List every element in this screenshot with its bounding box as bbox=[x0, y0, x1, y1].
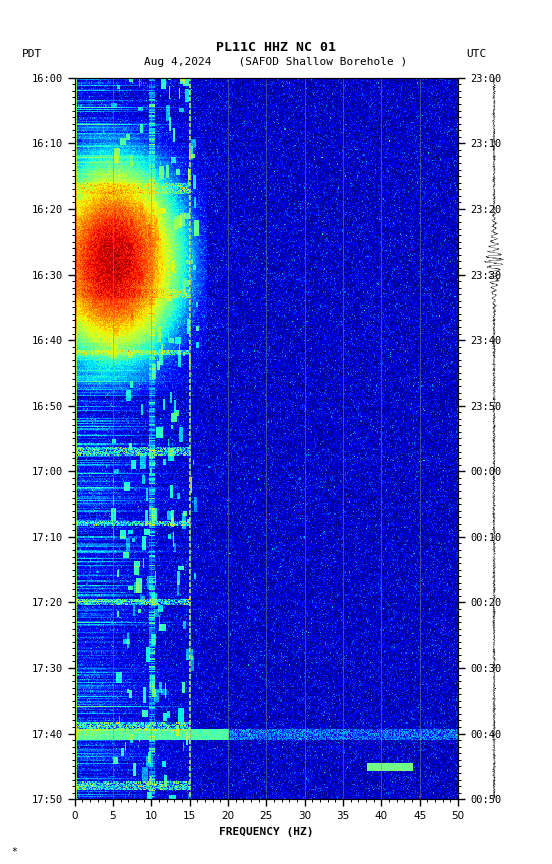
X-axis label: FREQUENCY (HZ): FREQUENCY (HZ) bbox=[219, 827, 314, 836]
Text: PDT: PDT bbox=[22, 48, 43, 59]
Text: PL11C HHZ NC 01: PL11C HHZ NC 01 bbox=[216, 41, 336, 54]
Text: UTC: UTC bbox=[466, 48, 487, 59]
Text: *: * bbox=[11, 847, 17, 857]
Text: Aug 4,2024    (SAFOD Shallow Borehole ): Aug 4,2024 (SAFOD Shallow Borehole ) bbox=[145, 57, 407, 67]
